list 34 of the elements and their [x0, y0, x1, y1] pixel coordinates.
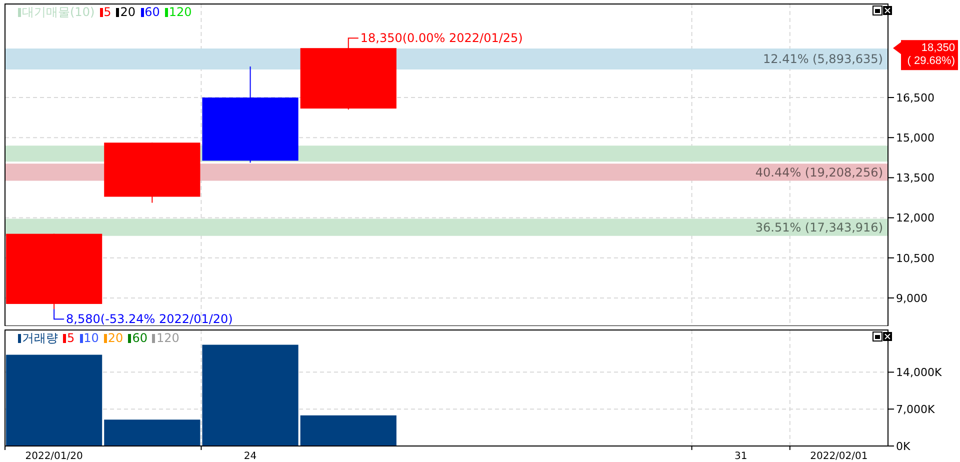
legend-label: 거래량 [21, 331, 58, 345]
legend-label: 대기매물(10) [21, 5, 95, 19]
x-tick-label: 24 [244, 451, 257, 462]
band-label: 40.44% (19,208,256) [755, 165, 883, 180]
y-tick-label: 12,000 [896, 212, 934, 225]
legend-label: 5 [66, 331, 75, 345]
y-tick-label: 10,500 [896, 252, 934, 265]
x-tick-label: 2022/01/20 [25, 451, 83, 462]
legend-label: 120 [155, 331, 180, 345]
x-tick-label: 31 [734, 451, 748, 462]
band-label: 36.51% (17,343,916) [755, 220, 883, 235]
bar [104, 420, 200, 446]
legend-label: 60 [131, 331, 148, 345]
y-tick-label: 0K [896, 440, 911, 453]
legend-label: 60 [144, 5, 160, 19]
x-tick-label: 2022/02/01 [810, 451, 868, 462]
legend-label: 20 [106, 331, 124, 345]
band-label: 12.41% (5,893,635) [762, 52, 883, 66]
y-tick-label: 7,000K [896, 402, 936, 416]
y-tick-label: 15,000 [896, 132, 934, 145]
legend-label: 10 [82, 331, 99, 345]
y-tick-label: 16,500 [896, 91, 934, 104]
bar [300, 415, 396, 446]
text: 18,350 ( 29.68%) [907, 42, 955, 68]
bar [202, 344, 298, 446]
annotation: 18,350(0.00% 2022/01/25) [360, 31, 523, 46]
y-tick-label: 14,000K [896, 366, 942, 380]
y-tick-label: 9,000 [896, 292, 928, 305]
legend-label: 20 [119, 5, 136, 19]
annotation: 8,580(-53.24% 2022/01/20) [66, 312, 233, 326]
legend-label: 120 [168, 5, 192, 19]
legend-label: 5 [102, 5, 112, 19]
y-tick-label: 13,500 [896, 172, 934, 185]
bar [6, 354, 102, 446]
